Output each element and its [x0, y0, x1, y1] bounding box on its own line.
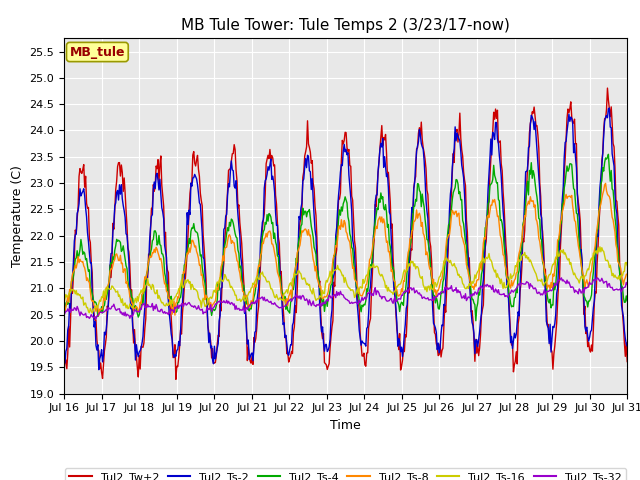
Tul2_Ts-16 — [437, 270, 445, 276]
Legend: Tul2_Tw+2, Tul2_Ts-2, Tul2_Ts-4, Tul2_Ts-8, Tul2_Ts-16, Tul2_Ts-32: Tul2_Tw+2, Tul2_Ts-2, Tul2_Ts-4, Tul2_Ts… — [65, 468, 626, 480]
Tul2_Ts-2 — [605, 105, 613, 111]
Tul2_Ts-16 — [316, 293, 324, 299]
Text: MB_tule: MB_tule — [70, 46, 125, 59]
Tul2_Tw+2 — [160, 203, 168, 209]
Line: Tul2_Ts-16: Tul2_Ts-16 — [64, 247, 627, 313]
Tul2_Ts-2 — [623, 343, 631, 349]
Line: Tul2_Ts-4: Tul2_Ts-4 — [64, 154, 627, 321]
Tul2_Ts-8 — [206, 307, 214, 312]
Tul2_Ts-4 — [60, 306, 68, 312]
Tul2_Ts-32 — [206, 306, 214, 312]
Tul2_Ts-8 — [161, 281, 168, 287]
Tul2_Ts-32 — [393, 298, 401, 304]
Tul2_Ts-8 — [95, 312, 102, 318]
Tul2_Ts-16 — [596, 244, 604, 250]
Tul2_Ts-4 — [485, 199, 493, 204]
Tul2_Tw+2 — [60, 373, 68, 379]
Line: Tul2_Ts-2: Tul2_Ts-2 — [64, 108, 627, 370]
Tul2_Ts-16 — [393, 285, 401, 290]
Tul2_Ts-8 — [485, 215, 493, 220]
Tul2_Tw+2 — [206, 332, 214, 337]
Tul2_Ts-32 — [60, 312, 68, 318]
Tul2_Tw+2 — [623, 359, 631, 364]
Tul2_Tw+2 — [316, 278, 324, 284]
Title: MB Tule Tower: Tule Temps 2 (3/23/17-now): MB Tule Tower: Tule Temps 2 (3/23/17-now… — [181, 18, 510, 33]
Tul2_Ts-2 — [161, 242, 168, 248]
Tul2_Ts-2 — [316, 302, 324, 308]
Line: Tul2_Ts-8: Tul2_Ts-8 — [64, 183, 627, 315]
Tul2_Ts-32 — [92, 316, 100, 322]
Tul2_Ts-8 — [623, 271, 631, 277]
Tul2_Ts-4 — [315, 277, 323, 283]
Tul2_Ts-16 — [485, 251, 493, 256]
Tul2_Tw+2 — [172, 376, 180, 382]
Tul2_Ts-8 — [602, 180, 609, 186]
Tul2_Ts-4 — [472, 318, 479, 324]
Tul2_Ts-2 — [206, 330, 214, 336]
Tul2_Ts-8 — [393, 287, 401, 293]
Tul2_Ts-2 — [95, 367, 102, 372]
Tul2_Ts-2 — [393, 320, 401, 325]
Tul2_Ts-4 — [623, 298, 631, 304]
Tul2_Ts-2 — [437, 331, 445, 336]
Tul2_Ts-32 — [161, 309, 168, 314]
Line: Tul2_Tw+2: Tul2_Tw+2 — [64, 88, 627, 379]
Tul2_Ts-32 — [623, 282, 631, 288]
Tul2_Ts-16 — [206, 295, 214, 301]
Tul2_Ts-4 — [205, 302, 212, 308]
Tul2_Ts-4 — [605, 151, 612, 157]
Tul2_Ts-8 — [437, 277, 445, 283]
Tul2_Ts-8 — [316, 285, 324, 290]
Tul2_Ts-16 — [161, 303, 168, 309]
Y-axis label: Temperature (C): Temperature (C) — [11, 165, 24, 267]
Tul2_Ts-4 — [392, 284, 400, 290]
Tul2_Ts-2 — [60, 351, 68, 357]
Tul2_Tw+2 — [393, 326, 401, 332]
Tul2_Ts-8 — [60, 310, 68, 315]
Tul2_Ts-32 — [437, 289, 445, 295]
Tul2_Ts-32 — [316, 303, 324, 309]
Tul2_Ts-16 — [60, 300, 68, 306]
Tul2_Tw+2 — [485, 195, 493, 201]
Tul2_Ts-2 — [485, 171, 493, 177]
Tul2_Ts-16 — [88, 310, 96, 316]
Tul2_Tw+2 — [604, 85, 611, 91]
X-axis label: Time: Time — [330, 419, 361, 432]
Tul2_Ts-32 — [485, 284, 493, 289]
Tul2_Ts-32 — [557, 275, 565, 281]
Tul2_Ts-16 — [623, 263, 631, 268]
Tul2_Ts-4 — [436, 300, 444, 306]
Tul2_Tw+2 — [437, 354, 445, 360]
Tul2_Ts-4 — [160, 255, 168, 261]
Line: Tul2_Ts-32: Tul2_Ts-32 — [64, 278, 627, 319]
